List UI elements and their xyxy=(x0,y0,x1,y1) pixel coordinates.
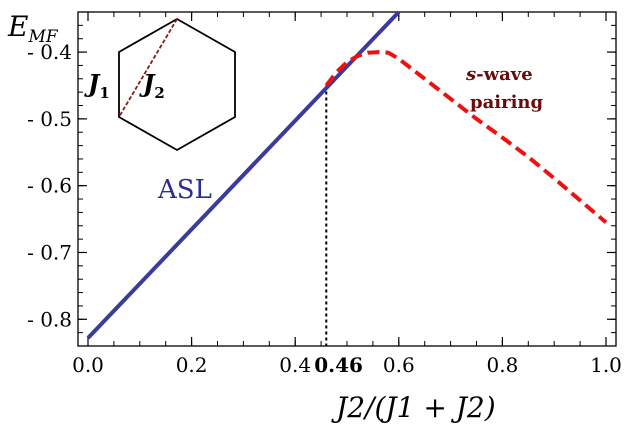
x-tick-label: 0.0 xyxy=(72,353,104,377)
y-tick-label: - 0.5 xyxy=(27,107,72,131)
inset-hexagon: J1 J2 xyxy=(84,17,236,152)
pairing-label: pairing xyxy=(470,92,543,113)
tick-labels: 0.0 0.2 0.4 0.6 0.8 1.0 - 0.4 - 0.5 - 0.6 - 0.7 - … xyxy=(27,40,622,377)
y-tick-label: - 0.8 xyxy=(27,307,72,331)
j2-bond-line xyxy=(118,18,178,118)
transition-value-label: 0.46 xyxy=(314,353,363,377)
asl-line xyxy=(86,10,401,340)
y-tick-label: - 0.6 xyxy=(27,174,72,198)
hexagon-shape xyxy=(118,17,236,152)
x-axis-title: J2/(J1 + J2) xyxy=(331,391,496,424)
x-tick-label: 0.2 xyxy=(176,353,208,377)
swave-curve xyxy=(324,50,608,224)
y-axis-title: EMF xyxy=(7,10,59,47)
y-tick-label: - 0.4 xyxy=(27,40,72,64)
swave-label: s-wave xyxy=(465,64,533,85)
x-tick-label: 0.8 xyxy=(486,353,518,377)
j1-label: J1 xyxy=(84,69,110,102)
x-tick-label: 1.0 xyxy=(590,353,622,377)
x-tick-label: 0.4 xyxy=(279,353,311,377)
y-tick-label: - 0.7 xyxy=(27,240,72,264)
x-tick-label: 0.6 xyxy=(383,353,415,377)
asl-label: ASL xyxy=(157,175,212,205)
series-group xyxy=(86,10,608,340)
j2-label: J2 xyxy=(139,69,165,102)
